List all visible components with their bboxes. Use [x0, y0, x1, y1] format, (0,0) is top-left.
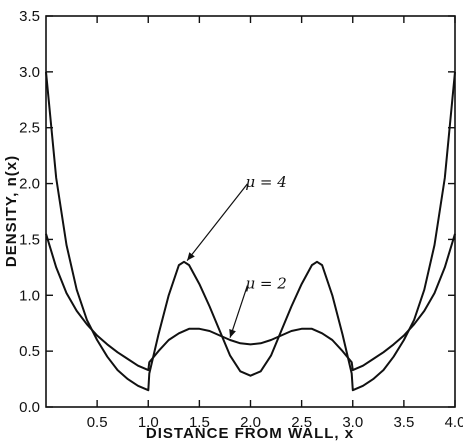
- x-axis-label: DISTANCE FROM WALL, x: [146, 425, 354, 442]
- annotations: μ = 4 μ = 2: [186, 173, 287, 338]
- annotation-arrowhead-2: [229, 329, 236, 338]
- x-tick-label: 1.5: [189, 414, 210, 431]
- y-tick-label: 1.0: [19, 287, 40, 304]
- y-tick-label: 0.0: [19, 399, 40, 416]
- x-tick-label: 0.5: [87, 414, 108, 431]
- series-line-1: [45, 71, 456, 392]
- y-tick-label: 0.5: [19, 343, 40, 360]
- y-tick-label: 1.5: [19, 231, 40, 248]
- plot-frame: [45, 15, 456, 408]
- y-tick-label: 3.5: [19, 8, 40, 25]
- annotation-arrow-2: [229, 285, 248, 338]
- x-tick-label: 4.0: [445, 414, 463, 431]
- series-line-2: [45, 233, 456, 372]
- x-tick-label: 1.0: [138, 414, 159, 431]
- annotation-arrow-1: [186, 183, 248, 262]
- y-tick-label: 2.0: [19, 176, 40, 193]
- tick-labels: 0.5 1.0 1.5 2.0 2.5 3.0 3.5 4.0 0.0 0.5 1.0 1.5 2.0 2…: [19, 8, 463, 431]
- annotation-arrowhead-1: [187, 252, 195, 261]
- x-tick-label: 3.0: [342, 414, 363, 431]
- ticks: [46, 15, 456, 408]
- y-axis-label: DENSITY, n(x): [3, 155, 20, 267]
- x-tick-label: 2.0: [240, 414, 261, 431]
- x-tick-label: 2.5: [291, 414, 312, 431]
- y-tick-label: 2.5: [19, 120, 40, 137]
- annotation-label-1: μ = 4: [245, 173, 286, 191]
- series-group: [45, 71, 456, 392]
- y-tick-label: 3.0: [19, 64, 40, 81]
- x-tick-label: 3.5: [393, 414, 414, 431]
- annotation-label-2: μ = 2: [245, 275, 286, 293]
